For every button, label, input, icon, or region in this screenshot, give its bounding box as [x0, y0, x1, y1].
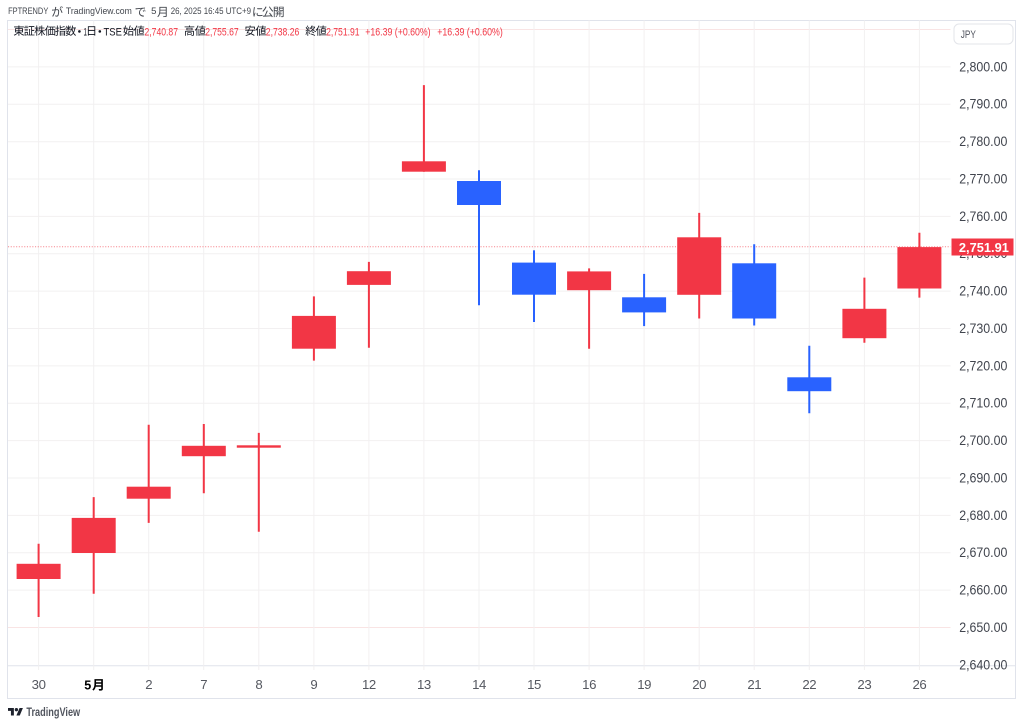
- svg-text:16: 16: [582, 677, 596, 692]
- svg-text:2,770.00: 2,770.00: [959, 171, 1007, 186]
- svg-text:TradingView: TradingView: [26, 705, 80, 719]
- svg-text:5: 5: [84, 677, 91, 692]
- svg-text:20: 20: [692, 677, 706, 692]
- svg-text:2,800.00: 2,800.00: [959, 59, 1007, 74]
- svg-text:+16.39 (+0.60%): +16.39 (+0.60%): [365, 27, 430, 39]
- svg-text:TSE: TSE: [104, 27, 122, 39]
- svg-text:2,740.87: 2,740.87: [145, 27, 179, 39]
- svg-text:2: 2: [145, 677, 152, 692]
- svg-text:2,700.00: 2,700.00: [959, 433, 1007, 448]
- svg-text:2,710.00: 2,710.00: [959, 396, 1007, 411]
- svg-text:2,740.00: 2,740.00: [959, 284, 1007, 299]
- svg-text:5: 5: [151, 6, 156, 16]
- svg-text:30: 30: [32, 677, 46, 692]
- svg-text:21: 21: [747, 677, 761, 692]
- svg-text:FPTRENDY: FPTRENDY: [8, 6, 48, 16]
- svg-text:7: 7: [200, 677, 207, 692]
- svg-text:+16.39 (+0.60%): +16.39 (+0.60%): [437, 27, 503, 39]
- svg-text:2,751.91: 2,751.91: [959, 240, 1009, 255]
- svg-text:2,730.00: 2,730.00: [959, 321, 1007, 336]
- svg-text:22: 22: [802, 677, 816, 692]
- svg-text:15: 15: [527, 677, 541, 692]
- svg-text:2,760.00: 2,760.00: [959, 209, 1007, 224]
- svg-text:1: 1: [84, 27, 88, 39]
- svg-text:2,790.00: 2,790.00: [959, 97, 1007, 112]
- svg-text:2,738.26: 2,738.26: [266, 27, 300, 39]
- svg-text:26: 26: [912, 677, 926, 692]
- svg-text:13: 13: [417, 677, 431, 692]
- svg-text:2,720.00: 2,720.00: [959, 358, 1007, 373]
- svg-text:2,780.00: 2,780.00: [959, 134, 1007, 149]
- svg-text:12: 12: [362, 677, 376, 692]
- svg-text:2,690.00: 2,690.00: [959, 470, 1007, 485]
- svg-text:19: 19: [637, 677, 651, 692]
- svg-text:2,650.00: 2,650.00: [959, 620, 1007, 635]
- svg-text:2,751.91: 2,751.91: [326, 27, 360, 39]
- svg-text:2,660.00: 2,660.00: [959, 583, 1007, 598]
- svg-text:23: 23: [857, 677, 871, 692]
- svg-text:14: 14: [472, 677, 486, 692]
- svg-text:TradingView.com: TradingView.com: [66, 6, 132, 16]
- svg-text:9: 9: [310, 677, 317, 692]
- svg-text:2,640.00: 2,640.00: [959, 657, 1007, 672]
- svg-text:8: 8: [255, 677, 262, 692]
- svg-text:26, 2025 16:45 UTC+9: 26, 2025 16:45 UTC+9: [171, 6, 251, 16]
- svg-text:2,680.00: 2,680.00: [959, 508, 1007, 523]
- svg-text:2,670.00: 2,670.00: [959, 545, 1007, 560]
- svg-text:JPY: JPY: [961, 29, 976, 41]
- svg-text:2,755.67: 2,755.67: [205, 27, 239, 39]
